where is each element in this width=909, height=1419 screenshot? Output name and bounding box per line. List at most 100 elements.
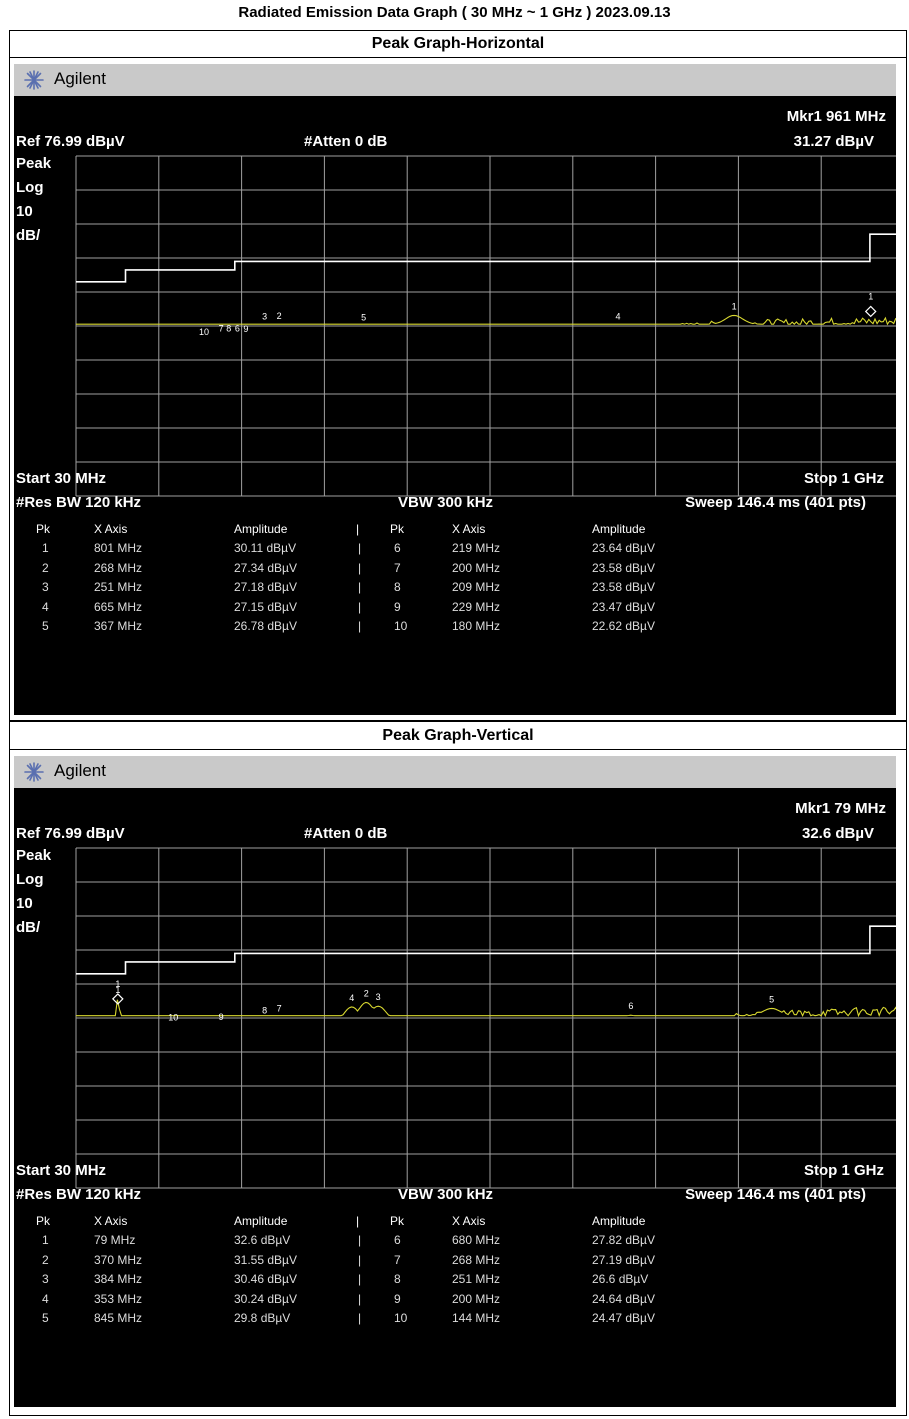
table-separator: | (358, 599, 362, 614)
peak-number: 1 (42, 1233, 49, 1247)
peak-number: 3 (42, 580, 49, 594)
table-header: Amplitude (234, 522, 288, 536)
peak-amplitude: 30.24 dBµV (234, 1291, 297, 1306)
peak-label: 10 (168, 1013, 178, 1023)
marker-frequency: Mkr1 961 MHz (786, 108, 886, 125)
peak-label: 2 (277, 311, 282, 321)
peak-amplitude: 27.82 dBµV (592, 1233, 655, 1247)
peak-number: 3 (42, 1272, 49, 1286)
peak-frequency: 144 MHz (452, 1311, 501, 1325)
peak-number: 7 (394, 1252, 401, 1267)
sweep-time: Sweep 146.4 ms (401 pts) (685, 1186, 866, 1203)
table-header: Amplitude (592, 1214, 646, 1228)
table-separator: | (358, 1291, 362, 1306)
peak-amplitude: 27.18 dBµV (234, 580, 297, 594)
peak-amplitude: 30.46 dBµV (234, 1272, 297, 1286)
scale-mode: Peak (16, 155, 52, 172)
spectrum-trace (76, 314, 896, 326)
resolution-bandwidth: #Res BW 120 kHz (16, 1186, 142, 1203)
peak-number: 10 (394, 1311, 408, 1325)
peak-number: 6 (394, 541, 401, 555)
peak-label: 4 (349, 993, 354, 1003)
peak-label: 9 (243, 324, 248, 334)
table-header: | (356, 1214, 360, 1228)
section-title: Peak Graph-Horizontal (9, 30, 907, 58)
peak-number: 2 (42, 560, 49, 575)
peak-frequency: 367 MHz (94, 619, 143, 633)
peak-label: 7 (219, 324, 224, 334)
marker-label: 1 (868, 291, 873, 301)
peak-amplitude: 23.47 dBµV (592, 599, 655, 614)
analyzer-header: Agilent (14, 64, 896, 96)
panel-horizontal: Peak Graph-Horizontal Agilent Mkr1 961 M… (9, 30, 907, 720)
brand-label: Agilent (54, 761, 106, 780)
peak-label: 7 (277, 1003, 282, 1013)
spectrum-trace (76, 999, 896, 1018)
peak-number: 2 (42, 1252, 49, 1267)
marker-diamond (111, 993, 124, 1005)
table-header: X Axis (94, 1214, 128, 1228)
peak-frequency: 680 MHz (452, 1233, 501, 1247)
start-frequency: Start 30 MHz (16, 1162, 107, 1179)
sweep-time: Sweep 146.4 ms (401 pts) (685, 494, 866, 511)
section-title: Peak Graph-Vertical (9, 722, 907, 750)
peak-number: 9 (394, 1291, 401, 1306)
peak-number: 1 (42, 541, 49, 555)
reference-level: Ref 76.99 dBµV (16, 133, 125, 150)
video-bandwidth: VBW 300 kHz (398, 494, 494, 511)
peak-number: 8 (394, 1272, 401, 1286)
peak-amplitude: 27.34 dBµV (234, 560, 297, 575)
agilent-spark-icon (24, 762, 44, 782)
peak-frequency: 251 MHz (94, 580, 143, 594)
peak-amplitude: 23.64 dBµV (592, 541, 655, 555)
attenuation: #Atten 0 dB (304, 825, 388, 842)
peak-frequency: 219 MHz (452, 541, 501, 555)
peak-frequency: 268 MHz (94, 560, 143, 575)
attenuation: #Atten 0 dB (304, 133, 388, 150)
peak-label: 4 (616, 311, 621, 321)
table-header: Pk (390, 522, 405, 536)
peak-frequency: 200 MHz (452, 560, 501, 575)
peak-amplitude: 24.47 dBµV (592, 1311, 655, 1325)
peak-label: 3 (262, 311, 267, 321)
peak-label: 3 (376, 992, 381, 1002)
peak-label: 2 (364, 988, 369, 998)
peak-label: 10 (199, 327, 209, 337)
table-separator: | (358, 560, 362, 575)
peak-number: 7 (394, 560, 401, 575)
resolution-bandwidth: #Res BW 120 kHz (16, 494, 142, 511)
peak-amplitude: 27.15 dBµV (234, 599, 297, 614)
peak-label: 6 (628, 1001, 633, 1011)
table-separator: | (358, 1311, 362, 1325)
marker-frequency: Mkr1 79 MHz (795, 800, 886, 817)
table-separator: | (358, 580, 362, 594)
report-frame (9, 30, 907, 1416)
peak-amplitude: 22.62 dBµV (592, 619, 655, 633)
scale-value: 10 (16, 203, 33, 220)
stop-frequency: Stop 1 GHz (803, 1162, 884, 1179)
peak-label: 8 (226, 324, 231, 334)
table-header: Pk (36, 522, 51, 536)
scale-value: 10 (16, 895, 33, 912)
table-header: Pk (36, 1214, 51, 1228)
table-separator: | (358, 1233, 362, 1247)
peak-number: 4 (42, 599, 49, 614)
peak-amplitude: 26.78 dBµV (234, 619, 297, 633)
peak-label: 1 (732, 301, 737, 311)
table-header: X Axis (94, 522, 128, 536)
marker-amplitude: 32.6 dBµV (801, 825, 874, 842)
peak-label: 5 (769, 994, 774, 1004)
peak-amplitude: 31.55 dBµV (234, 1252, 297, 1267)
peak-number: 6 (394, 1233, 401, 1247)
peak-amplitude: 24.64 dBµV (592, 1291, 655, 1306)
start-frequency: Start 30 MHz (16, 470, 107, 487)
table-separator: | (358, 619, 362, 633)
peak-number: 5 (42, 619, 49, 633)
peak-frequency: 665 MHz (94, 599, 143, 614)
scale-mode: Peak (16, 847, 52, 864)
marker-diamond (864, 305, 877, 318)
table-header: X Axis (452, 1214, 486, 1228)
peak-frequency: 251 MHz (452, 1272, 501, 1286)
limit-line (76, 925, 896, 975)
limit-line (76, 233, 896, 283)
